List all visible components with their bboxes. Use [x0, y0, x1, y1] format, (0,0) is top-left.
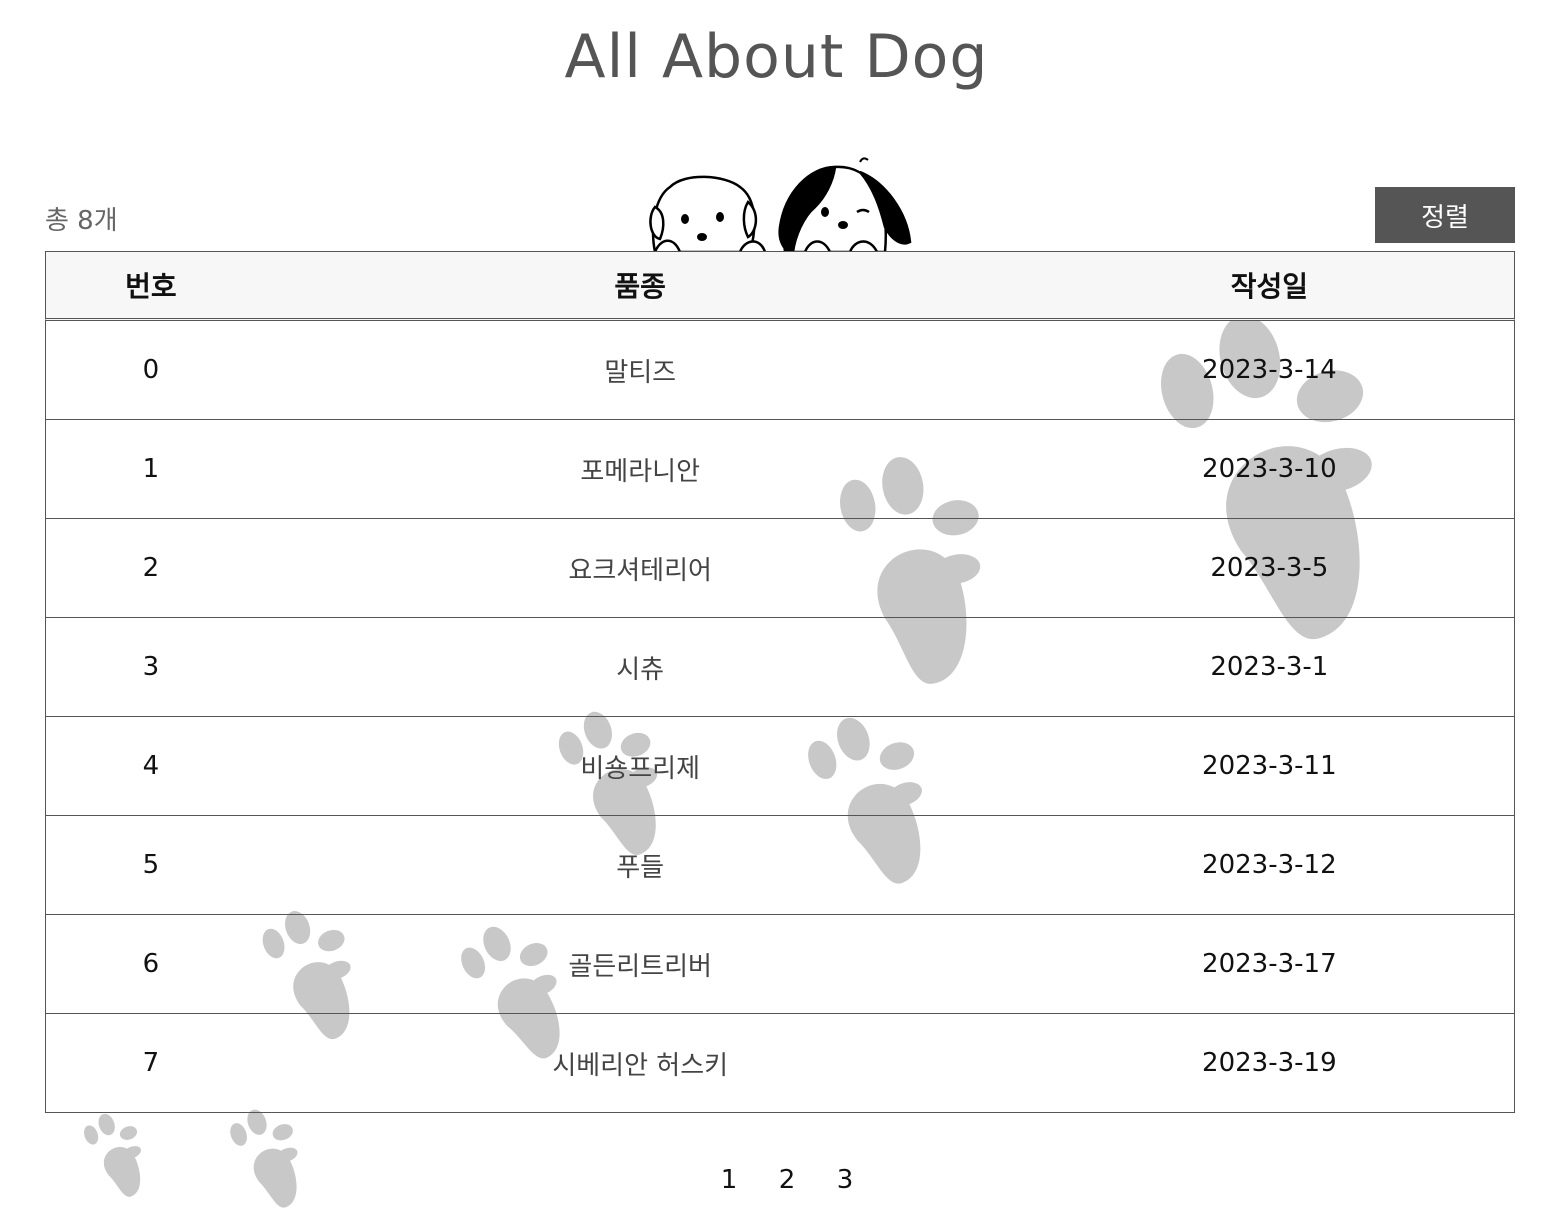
header-breed[interactable]: 품종 — [614, 270, 666, 303]
page-title: All About Dog — [564, 22, 989, 92]
page-link-1[interactable]: 1 — [720, 1165, 738, 1195]
cell-breed[interactable]: 비숑프리제 — [580, 753, 700, 784]
dogs-illustration — [649, 157, 912, 252]
table-row[interactable]: 1 포메라니안 2023-3-10 — [45, 420, 1515, 519]
cell-number: 1 — [142, 454, 160, 484]
breed-table: 번호 품종 작성일 0 말티즈 2023-3-14 1 포메라니안 2023-3… — [45, 251, 1515, 1113]
table-row[interactable]: 3 시츄 2023-3-1 — [45, 618, 1515, 717]
cell-date: 2023-3-19 — [1202, 1048, 1337, 1078]
cell-number: 6 — [142, 949, 160, 979]
cell-date: 2023-3-1 — [1210, 652, 1329, 682]
cell-number: 4 — [142, 751, 160, 781]
cell-date: 2023-3-10 — [1202, 454, 1337, 484]
cell-date: 2023-3-5 — [1210, 553, 1329, 583]
table-row[interactable]: 0 말티즈 2023-3-14 — [45, 321, 1515, 420]
cell-date: 2023-3-17 — [1202, 949, 1337, 979]
page-link-2[interactable]: 2 — [778, 1165, 796, 1195]
table-row[interactable]: 6 골든리트리버 2023-3-17 — [45, 915, 1515, 1014]
cell-number: 5 — [142, 850, 160, 880]
cell-number: 3 — [142, 652, 160, 682]
cell-breed[interactable]: 푸들 — [616, 852, 665, 883]
cell-breed[interactable]: 골든리트리버 — [568, 951, 712, 982]
cell-breed[interactable]: 말티즈 — [604, 357, 677, 388]
table-row[interactable]: 5 푸들 2023-3-12 — [45, 816, 1515, 915]
header-date[interactable]: 작성일 — [1230, 270, 1308, 303]
cell-date: 2023-3-11 — [1202, 751, 1337, 781]
table-row[interactable]: 7 시베리안 허스키 2023-3-19 — [45, 1014, 1515, 1113]
cell-breed[interactable]: 요크셔테리어 — [568, 555, 712, 586]
table-row[interactable]: 2 요크셔테리어 2023-3-5 — [45, 519, 1515, 618]
pagination: 1 2 3 — [700, 1165, 874, 1195]
cell-breed[interactable]: 시츄 — [616, 654, 665, 685]
page-link-3[interactable]: 3 — [836, 1165, 854, 1195]
cell-number: 0 — [142, 355, 160, 385]
sort-button[interactable]: 정렬 — [1375, 187, 1515, 243]
cell-breed[interactable]: 포메라니안 — [580, 456, 700, 487]
cell-number: 2 — [142, 553, 160, 583]
table-header: 번호 품종 작성일 — [45, 251, 1515, 321]
cell-breed[interactable]: 시베리안 허스키 — [552, 1050, 729, 1081]
cell-date: 2023-3-12 — [1202, 850, 1337, 880]
total-count: 총 8개 — [45, 206, 118, 236]
table-row[interactable]: 4 비숑프리제 2023-3-11 — [45, 717, 1515, 816]
cell-date: 2023-3-14 — [1202, 355, 1337, 385]
cell-number: 7 — [142, 1048, 160, 1078]
header-number[interactable]: 번호 — [125, 270, 177, 303]
